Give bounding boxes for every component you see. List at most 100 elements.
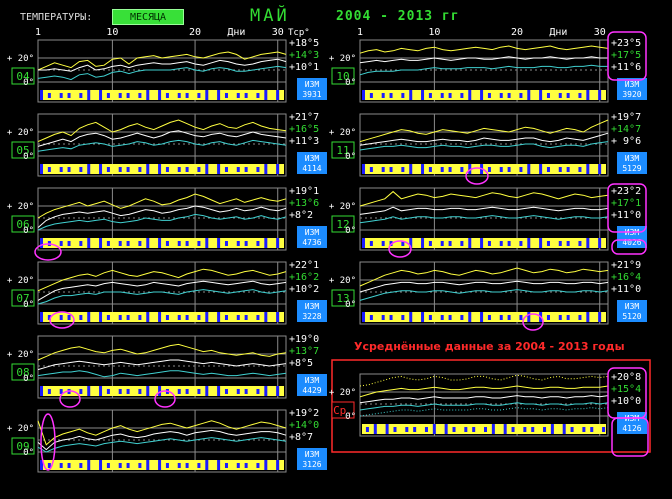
strip-mark bbox=[389, 93, 393, 98]
strip-mark bbox=[558, 93, 562, 98]
strip-mark bbox=[448, 241, 452, 246]
days-label: Дни bbox=[549, 27, 567, 38]
strip-mark bbox=[79, 167, 83, 172]
strip-mark bbox=[87, 386, 91, 396]
label-max: +21°9 bbox=[611, 260, 641, 271]
code-box bbox=[617, 300, 647, 322]
strip-mark bbox=[40, 164, 43, 174]
series-max bbox=[359, 385, 609, 398]
strip-mark bbox=[539, 90, 543, 100]
panel-tag: 04 bbox=[16, 70, 30, 83]
y-tick-20: + 20° bbox=[7, 54, 34, 64]
code-bottom: 4126 bbox=[622, 424, 641, 433]
strip-mark bbox=[264, 460, 268, 470]
series-max bbox=[359, 45, 609, 54]
years-title: 2004 - 2013 гг bbox=[336, 9, 460, 24]
label-avg: +15°4 bbox=[611, 384, 641, 395]
strip-mark bbox=[87, 312, 91, 322]
strip-mark bbox=[106, 167, 110, 172]
label-avg: +17°1 bbox=[611, 198, 641, 209]
strip-mark bbox=[413, 427, 417, 432]
strip-mark bbox=[550, 424, 554, 434]
series-avg bbox=[37, 130, 287, 147]
days-label: Дни bbox=[227, 27, 245, 38]
strip-mark bbox=[126, 463, 130, 468]
label-avg: +16°4 bbox=[611, 272, 641, 283]
strip-mark bbox=[566, 93, 570, 98]
strip-mark bbox=[236, 463, 240, 468]
series-min-dotted bbox=[359, 407, 609, 417]
strip-mark bbox=[428, 167, 432, 172]
strip-mark bbox=[165, 315, 169, 320]
label-min: +11°3 bbox=[289, 136, 319, 147]
strip-mark bbox=[586, 312, 590, 322]
strip-mark bbox=[217, 312, 221, 322]
day-tick-10: 10 bbox=[428, 27, 440, 38]
series-max bbox=[37, 343, 287, 361]
y-tick-20: + 20° bbox=[7, 424, 34, 434]
strip-mark bbox=[256, 241, 260, 246]
series-min bbox=[359, 215, 609, 224]
panel-04 bbox=[11, 39, 327, 103]
day-tick-30: 30 bbox=[594, 27, 606, 38]
code-top: ИЗМ bbox=[305, 80, 320, 89]
strip-mark bbox=[205, 460, 209, 470]
strip-mark bbox=[448, 93, 452, 98]
strip-mark bbox=[67, 167, 71, 172]
strip-mark bbox=[440, 315, 444, 320]
strip-mark bbox=[432, 424, 436, 434]
strip-mark bbox=[138, 167, 142, 172]
strip-mark bbox=[126, 241, 130, 246]
strip-mark bbox=[558, 167, 562, 172]
code-bottom: 3920 bbox=[622, 90, 641, 99]
y-tick-0: 0° bbox=[23, 226, 34, 236]
series-max-dotted bbox=[359, 374, 609, 387]
strip-mark bbox=[389, 315, 393, 320]
highlight-circle bbox=[34, 243, 62, 261]
strip-mark bbox=[138, 463, 142, 468]
highlight-circle bbox=[154, 390, 176, 408]
highlight-box bbox=[611, 417, 649, 457]
month-button[interactable]: МЕСЯЦА bbox=[112, 9, 184, 25]
strip-mark bbox=[197, 389, 201, 394]
strip-mark bbox=[381, 93, 385, 98]
strip-mark bbox=[484, 427, 487, 432]
strip-mark bbox=[185, 463, 189, 468]
code-top: ИЗМ bbox=[625, 302, 640, 311]
strip-mark bbox=[244, 93, 248, 98]
code-bottom: 5129 bbox=[622, 164, 641, 173]
code-bottom: 4429 bbox=[302, 386, 321, 395]
panel-tag: 07 bbox=[16, 292, 29, 305]
code-top: ИЗМ bbox=[305, 302, 320, 311]
strip-mark bbox=[118, 93, 122, 98]
code-box bbox=[297, 300, 327, 322]
code-box bbox=[297, 78, 327, 100]
panel-13 bbox=[331, 261, 647, 325]
strip-mark bbox=[99, 312, 103, 322]
strip-mark bbox=[499, 93, 503, 98]
y-tick-20: + 20° bbox=[329, 54, 356, 64]
strip-mark bbox=[40, 386, 43, 396]
strip-mark bbox=[79, 315, 83, 320]
strip-mark bbox=[106, 241, 110, 246]
code-box bbox=[297, 226, 327, 248]
strip-mark bbox=[106, 315, 110, 320]
strip-mark bbox=[158, 312, 162, 322]
y-tick-0: 0° bbox=[23, 78, 34, 88]
strip-mark bbox=[177, 389, 181, 394]
series-max bbox=[359, 267, 609, 287]
strip-mark bbox=[598, 238, 602, 248]
strip-mark bbox=[244, 167, 248, 172]
code-box bbox=[617, 152, 647, 174]
strip-mark bbox=[185, 241, 189, 246]
strip-mark bbox=[428, 315, 432, 320]
y-tick-20: + 20° bbox=[329, 276, 356, 286]
label-avg: +17°5 bbox=[611, 50, 641, 61]
strip-mark bbox=[362, 164, 365, 174]
strip-mark bbox=[409, 238, 413, 248]
series-max bbox=[359, 190, 609, 207]
strip-mark bbox=[59, 93, 63, 98]
panel-tag-box bbox=[331, 401, 355, 419]
strip-mark bbox=[205, 386, 209, 396]
code-top: ИЗМ bbox=[305, 450, 320, 459]
